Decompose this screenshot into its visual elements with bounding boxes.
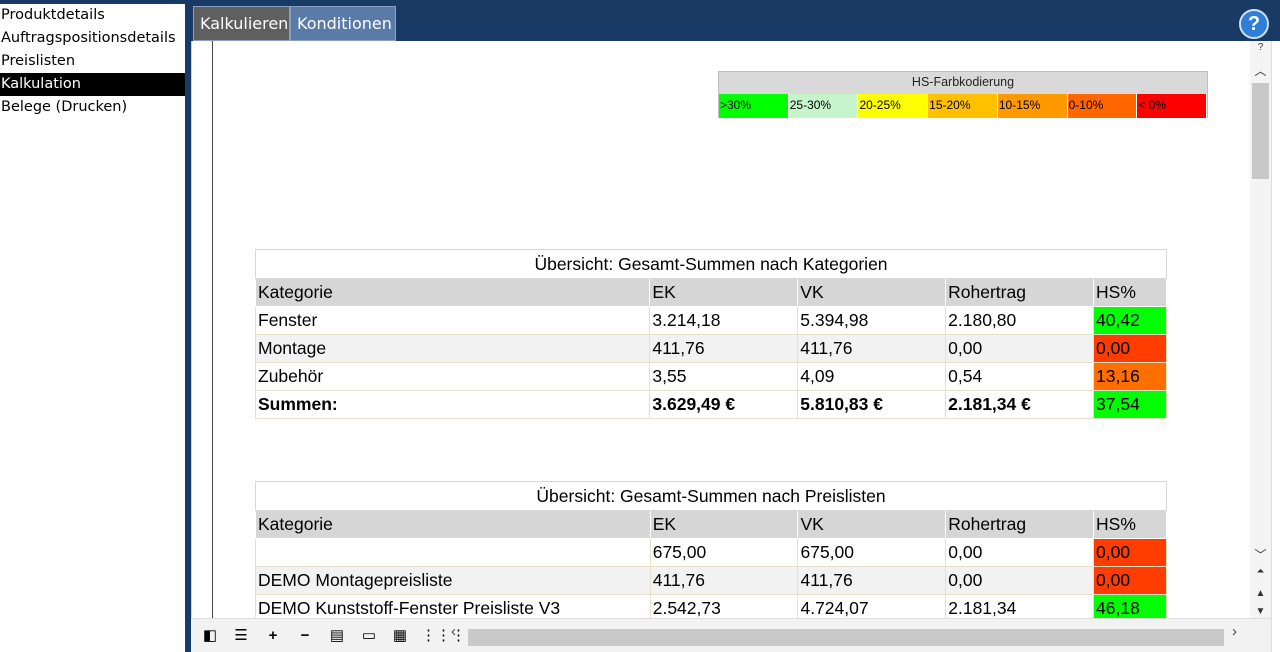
cell-vk: 675,00 bbox=[797, 538, 947, 567]
cell-rohertrag: 0,00 bbox=[945, 334, 1095, 363]
cell-rohertrag: 0,54 bbox=[945, 362, 1095, 391]
cell-ek: 411,76 bbox=[649, 566, 799, 595]
table-header-row: Kategorie EK VK Rohertrag HS% bbox=[255, 510, 1167, 539]
page-down-icon[interactable]: ▼ bbox=[1255, 606, 1266, 617]
grid-3x3-icon[interactable]: ⋮⋮⋮ bbox=[421, 627, 466, 644]
cell-ek: 3,55 bbox=[649, 362, 799, 391]
table-row: Zubehör 3,55 4,09 0,54 13,16 bbox=[254, 362, 1167, 391]
cell-rohertrag: 2.180,80 bbox=[945, 306, 1095, 335]
sidebar-item-kalkulation[interactable]: Kalkulation bbox=[0, 73, 185, 96]
tab-kalkulieren[interactable]: Kalkulieren bbox=[193, 6, 290, 41]
cell-kategorie bbox=[255, 538, 651, 567]
cell-kategorie: DEMO Montagepreisliste bbox=[255, 566, 651, 595]
cell-hs: 46,18 bbox=[1093, 594, 1167, 623]
table-caption: Übersicht: Gesamt-Summen nach Kategorien bbox=[255, 249, 1167, 279]
scroll-to-top-icon[interactable]: ⏶ bbox=[1256, 566, 1265, 577]
page-up-icon[interactable]: ▲ bbox=[1255, 588, 1266, 599]
cell-vk: 5.810,83 € bbox=[797, 390, 947, 419]
pricelist-summary-table: Übersicht: Gesamt-Summen nach Preisliste… bbox=[255, 481, 1167, 623]
column-header: Rohertrag bbox=[945, 510, 1095, 539]
content-left-rule bbox=[212, 41, 213, 618]
cell-kategorie: Summen: bbox=[254, 390, 651, 419]
legend-item: 0-10% bbox=[1067, 94, 1138, 118]
column-header: VK bbox=[797, 278, 947, 307]
cell-kategorie: Zubehör bbox=[254, 362, 651, 391]
cell-hs: 40,42 bbox=[1093, 306, 1167, 335]
column-header: VK bbox=[797, 510, 947, 539]
cell-kategorie: Montage bbox=[254, 334, 651, 363]
top-border bbox=[0, 0, 1280, 4]
cell-ek: 675,00 bbox=[649, 538, 799, 567]
plus-icon[interactable]: + bbox=[268, 627, 278, 644]
table-row: Montage 411,76 411,76 0,00 0,00 bbox=[254, 334, 1167, 363]
cell-vk: 411,76 bbox=[797, 566, 947, 595]
column-header: EK bbox=[649, 278, 799, 307]
sidebar-item-produktdetails[interactable]: Produktdetails bbox=[1, 7, 105, 23]
column-header: HS% bbox=[1093, 510, 1167, 539]
scroll-right-icon[interactable]: › bbox=[1232, 623, 1237, 640]
cell-ek: 411,76 bbox=[649, 334, 799, 363]
column-header: EK bbox=[649, 510, 799, 539]
legend-item: 20-25% bbox=[858, 94, 929, 118]
sidebar-item-belege[interactable]: Belege (Drucken) bbox=[1, 99, 128, 115]
sidebar-item-auftragspositionsdetails[interactable]: Auftragspositionsdetails bbox=[1, 30, 176, 46]
column-header: HS% bbox=[1093, 278, 1167, 307]
scroll-left-icon[interactable]: ‹ bbox=[451, 623, 456, 640]
legend-title: HS-Farbkodierung bbox=[719, 72, 1207, 94]
cell-vk: 411,76 bbox=[797, 334, 947, 363]
table-sum-row: Summen: 3.629,49 € 5.810,83 € 2.181,34 €… bbox=[254, 390, 1167, 419]
sidebar-divider bbox=[185, 4, 191, 652]
cell-hs: 0,00 bbox=[1093, 566, 1167, 595]
sidebar-item-preislisten[interactable]: Preislisten bbox=[1, 53, 76, 69]
cell-kategorie: Fenster bbox=[254, 306, 651, 335]
cell-rohertrag: 0,00 bbox=[945, 566, 1095, 595]
cell-rohertrag: 2.181,34 € bbox=[945, 390, 1095, 419]
cell-vk: 5.394,98 bbox=[797, 306, 947, 335]
scroll-help-label: ? bbox=[1257, 42, 1264, 53]
legend-item: < 0% bbox=[1137, 94, 1208, 118]
vertical-scroll-thumb[interactable] bbox=[1252, 83, 1269, 179]
cell-hs: 0,00 bbox=[1093, 538, 1167, 567]
minus-icon[interactable]: − bbox=[300, 627, 310, 644]
list-icon[interactable]: ☰ bbox=[234, 627, 248, 644]
cell-hs: 37,54 bbox=[1093, 390, 1167, 419]
table-row: Fenster 3.214,18 5.394,98 2.180,80 40,42 bbox=[254, 306, 1167, 335]
legend-row: >30% 25-30% 20-25% 15-20% 10-15% 0-10% <… bbox=[719, 94, 1208, 118]
legend-item: 10-15% bbox=[997, 94, 1068, 118]
cell-rohertrag: 0,00 bbox=[945, 538, 1095, 567]
column-header: Kategorie bbox=[254, 278, 651, 307]
table-caption: Übersicht: Gesamt-Summen nach Preisliste… bbox=[255, 481, 1167, 511]
document-icon[interactable]: ▭ bbox=[361, 627, 377, 644]
cell-hs: 13,16 bbox=[1093, 362, 1167, 391]
column-header: Kategorie bbox=[255, 510, 651, 539]
column-header: Rohertrag bbox=[945, 278, 1095, 307]
scroll-down-icon[interactable]: ﹀ bbox=[1254, 548, 1267, 562]
right-gutter bbox=[1271, 41, 1280, 652]
legend-item: 15-20% bbox=[928, 94, 998, 118]
help-icon[interactable]: ? bbox=[1239, 9, 1269, 39]
cell-ek: 3.629,49 € bbox=[649, 390, 799, 419]
sidebar: Produktdetails Auftragspositionsdetails … bbox=[0, 4, 185, 652]
header-bar: Kalkulieren Konditionen ? bbox=[191, 4, 1280, 41]
cell-ek: 3.214,18 bbox=[649, 306, 799, 335]
panel-toggle-icon[interactable]: ◧ bbox=[202, 627, 218, 644]
details-icon[interactable]: ▤ bbox=[329, 627, 345, 644]
category-summary-table: Übersicht: Gesamt-Summen nach Kategorien… bbox=[254, 249, 1167, 419]
tab-konditionen[interactable]: Konditionen bbox=[290, 6, 396, 41]
horizontal-scroll-thumb[interactable] bbox=[468, 629, 1224, 646]
hs-color-legend: HS-Farbkodierung >30% 25-30% 20-25% 15-2… bbox=[718, 71, 1208, 118]
grid-2x2-icon[interactable]: ▦ bbox=[392, 627, 408, 644]
cell-vk: 4,09 bbox=[797, 362, 947, 391]
legend-item: 25-30% bbox=[788, 94, 859, 118]
legend-item: >30% bbox=[719, 94, 789, 118]
table-header-row: Kategorie EK VK Rohertrag HS% bbox=[254, 278, 1167, 307]
cell-hs: 0,00 bbox=[1093, 334, 1167, 363]
table-row: DEMO Montagepreisliste 411,76 411,76 0,0… bbox=[255, 566, 1167, 595]
table-row: 675,00 675,00 0,00 0,00 bbox=[255, 538, 1167, 567]
scroll-up-icon[interactable]: ︿ bbox=[1254, 64, 1267, 78]
vertical-scrollbar[interactable] bbox=[1250, 41, 1271, 618]
